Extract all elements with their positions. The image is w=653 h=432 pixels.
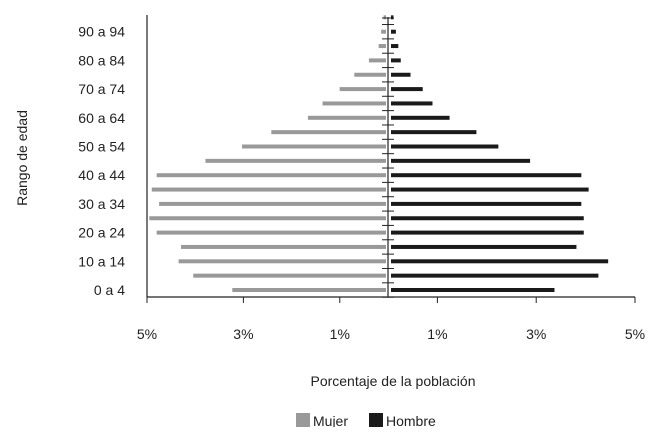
legend-label-mujer: Mujer bbox=[313, 413, 348, 427]
x-tick-label: 3% bbox=[526, 326, 546, 342]
bar-hombre-18 bbox=[391, 29, 396, 34]
bar-hombre-4 bbox=[391, 230, 584, 235]
bar-mujer-3 bbox=[181, 244, 386, 249]
legend-swatch-hombre bbox=[369, 413, 383, 427]
bar-mujer-7 bbox=[151, 187, 386, 192]
x-axis-title: Porcentaje de la población bbox=[310, 373, 475, 389]
bar-mujer-4 bbox=[156, 230, 386, 235]
bar-mujer-8 bbox=[156, 173, 386, 178]
bar-mujer-6 bbox=[159, 201, 386, 206]
bar-hombre-6 bbox=[391, 201, 582, 206]
x-tick-label: 5% bbox=[137, 326, 157, 342]
legend: Mujer Hombre bbox=[296, 413, 436, 429]
bar-mujer-0 bbox=[232, 288, 386, 292]
bar-mujer-12 bbox=[307, 115, 386, 120]
bar-hombre-17 bbox=[391, 44, 399, 49]
bar-mujer-19 bbox=[383, 15, 386, 20]
bar-mujer-15 bbox=[354, 72, 386, 77]
bar-hombre-14 bbox=[391, 87, 423, 92]
axes-group bbox=[146, 15, 636, 303]
bar-hombre-12 bbox=[391, 115, 450, 120]
x-tick-label: 1% bbox=[427, 326, 447, 342]
y-tick-label: 40 a 44 bbox=[78, 167, 125, 183]
bar-hombre-1 bbox=[391, 273, 599, 278]
bar-mujer-14 bbox=[339, 87, 386, 92]
x-tick-label: 5% bbox=[625, 326, 645, 342]
x-tick-label: 3% bbox=[233, 326, 253, 342]
bar-hombre-3 bbox=[391, 244, 577, 249]
y-axis-title: Rango de edad bbox=[14, 110, 30, 206]
tick-labels-group: 0 a 4 10 a 14 20 a 24 30 a 34 40 a 44 50 a 54… bbox=[78, 24, 645, 342]
bar-mujer-1 bbox=[193, 273, 386, 278]
bar-hombre-11 bbox=[391, 130, 477, 135]
bar-mujer-16 bbox=[368, 58, 386, 63]
bar-mujer-10 bbox=[242, 144, 386, 149]
y-tick-label: 70 a 74 bbox=[78, 81, 125, 97]
bar-mujer-9 bbox=[205, 158, 386, 163]
legend-label-hombre: Hombre bbox=[386, 413, 436, 427]
bar-mujer-13 bbox=[322, 101, 386, 106]
bar-hombre-2 bbox=[391, 259, 609, 264]
x-tick-label: 1% bbox=[330, 326, 350, 342]
bar-hombre-13 bbox=[391, 101, 433, 106]
bar-mujer-5 bbox=[149, 216, 386, 221]
y-tick-label: 90 a 94 bbox=[78, 24, 125, 40]
y-tick-label: 0 a 4 bbox=[94, 282, 125, 298]
bar-mujer-2 bbox=[178, 259, 386, 264]
bar-mujer-11 bbox=[271, 130, 386, 135]
bar-hombre-19 bbox=[391, 15, 394, 20]
bar-hombre-5 bbox=[391, 216, 584, 221]
legend-swatch-mujer bbox=[296, 413, 310, 427]
y-tick-label: 30 a 34 bbox=[78, 196, 125, 212]
bar-mujer-17 bbox=[378, 44, 386, 49]
bar-hombre-10 bbox=[391, 144, 499, 149]
bar-hombre-16 bbox=[391, 58, 401, 63]
y-tick-label: 50 a 54 bbox=[78, 139, 125, 155]
y-tick-label: 60 a 64 bbox=[78, 110, 125, 126]
y-tick-label: 80 a 84 bbox=[78, 52, 125, 68]
y-tick-label: 20 a 24 bbox=[78, 225, 125, 241]
bar-hombre-9 bbox=[391, 158, 531, 163]
bar-hombre-7 bbox=[391, 187, 589, 192]
bars-group bbox=[149, 15, 609, 292]
bar-mujer-18 bbox=[381, 29, 386, 34]
bar-hombre-15 bbox=[391, 72, 411, 77]
y-tick-label: 10 a 14 bbox=[78, 253, 125, 269]
bar-hombre-8 bbox=[391, 173, 582, 178]
bar-hombre-0 bbox=[391, 288, 555, 292]
